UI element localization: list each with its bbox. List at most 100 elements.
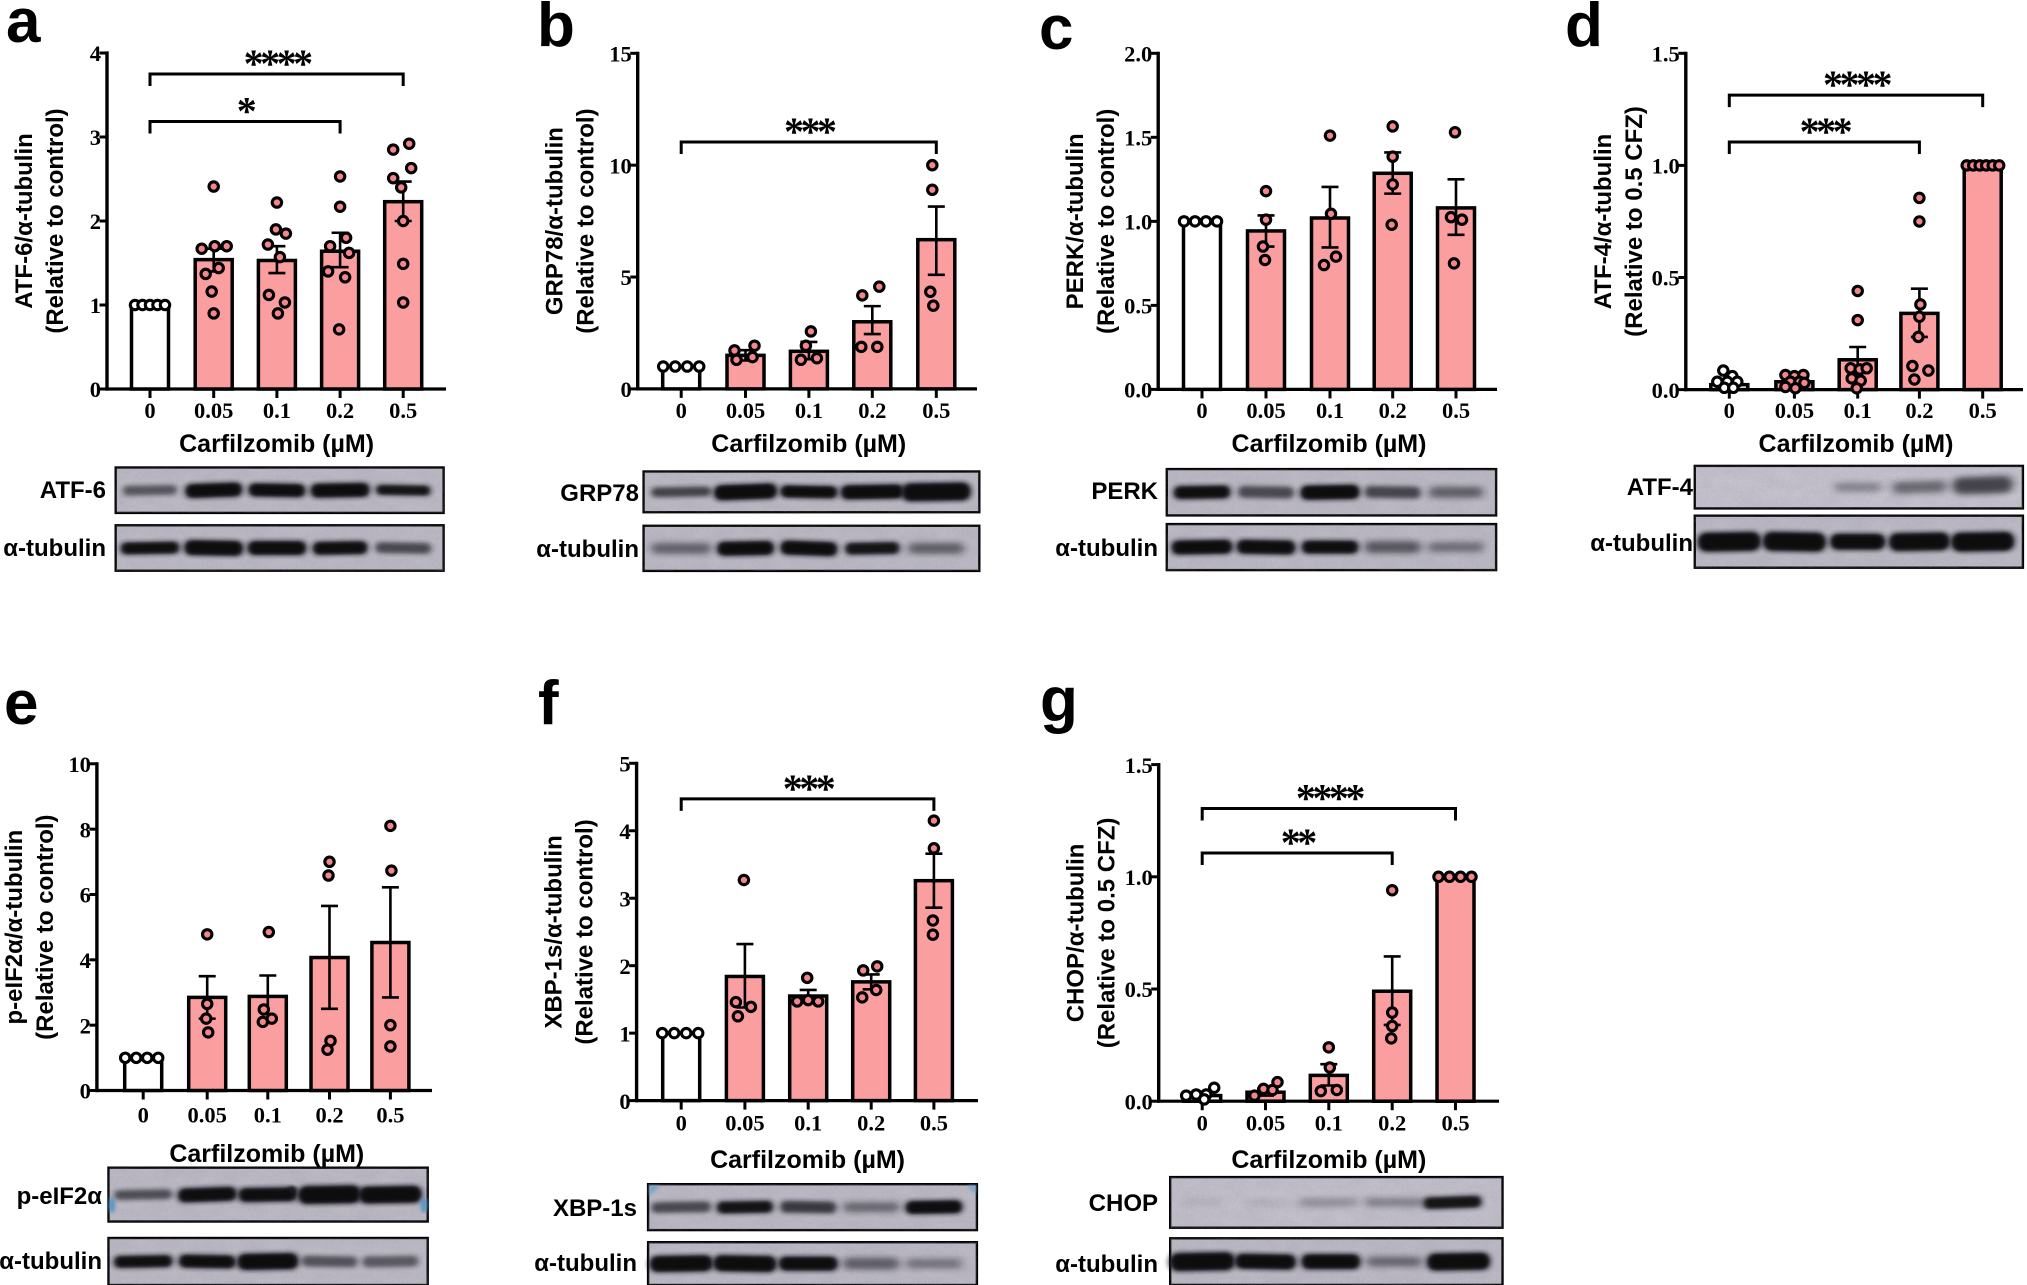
- svg-text:*: *: [237, 89, 256, 134]
- svg-text:0: 0: [80, 1079, 91, 1104]
- svg-text:0.1: 0.1: [1844, 398, 1872, 423]
- svg-text:0.2: 0.2: [1378, 1111, 1406, 1136]
- svg-text:****: ****: [1296, 776, 1365, 821]
- svg-text:15: 15: [609, 42, 632, 67]
- svg-text:Carfilzomib (µM): Carfilzomib (µM): [1232, 430, 1427, 458]
- svg-text:p-eIF2α: p-eIF2α: [17, 1183, 103, 1210]
- svg-text:0.2: 0.2: [315, 1102, 343, 1127]
- svg-text:(Relative to control): (Relative to control): [42, 108, 69, 333]
- svg-text:α-tubulin: α-tubulin: [1055, 535, 1158, 562]
- svg-text:0.05: 0.05: [1775, 398, 1814, 423]
- svg-text:2: 2: [90, 209, 101, 234]
- svg-text:0.1: 0.1: [254, 1102, 282, 1127]
- svg-text:1.0: 1.0: [1652, 154, 1680, 179]
- svg-text:CHOP/α-tubulin: CHOP/α-tubulin: [1063, 844, 1090, 1023]
- svg-text:4: 4: [80, 948, 91, 973]
- svg-text:PERK: PERK: [1091, 478, 1158, 505]
- svg-text:PERK/α-tubulin: PERK/α-tubulin: [1062, 133, 1089, 309]
- svg-text:2.0: 2.0: [1124, 42, 1152, 67]
- svg-text:0: 0: [1724, 398, 1735, 423]
- svg-text:ATF-6/α-tubulin: ATF-6/α-tubulin: [11, 133, 38, 309]
- svg-text:2: 2: [80, 1013, 91, 1038]
- svg-text:0.2: 0.2: [857, 1111, 885, 1136]
- svg-text:0.05: 0.05: [194, 398, 233, 423]
- svg-text:d: d: [1565, 0, 1603, 60]
- svg-text:10: 10: [609, 153, 632, 178]
- svg-text:1.5: 1.5: [1125, 753, 1153, 778]
- svg-text:0: 0: [90, 377, 101, 402]
- svg-text:1: 1: [90, 293, 101, 318]
- svg-text:0.1: 0.1: [263, 398, 291, 423]
- svg-text:CHOP: CHOP: [1089, 1190, 1158, 1217]
- svg-text:e: e: [4, 669, 38, 738]
- svg-text:0.05: 0.05: [1246, 398, 1285, 423]
- svg-text:0.2: 0.2: [1379, 398, 1407, 423]
- svg-text:3: 3: [619, 886, 630, 911]
- svg-text:0: 0: [620, 377, 631, 402]
- svg-text:α-tubulin: α-tubulin: [0, 1248, 102, 1275]
- svg-text:10: 10: [68, 752, 91, 777]
- svg-text:Carfilzomib (µM): Carfilzomib (µM): [1231, 1146, 1426, 1174]
- svg-text:3: 3: [90, 125, 101, 150]
- svg-text:6: 6: [80, 883, 91, 908]
- svg-text:GRP78/α-tubulin: GRP78/α-tubulin: [542, 127, 569, 315]
- svg-text:XBP-1s: XBP-1s: [553, 1195, 637, 1222]
- svg-text:0.2: 0.2: [858, 398, 886, 423]
- svg-text:α-tubulin: α-tubulin: [1055, 1251, 1158, 1278]
- svg-text:4: 4: [90, 41, 101, 66]
- svg-text:(Relative to control): (Relative to control): [1093, 109, 1120, 334]
- svg-text:1.0: 1.0: [1125, 865, 1153, 890]
- svg-text:0.2: 0.2: [1905, 398, 1933, 423]
- svg-text:(Relative to control): (Relative to control): [572, 819, 599, 1044]
- svg-text:1.5: 1.5: [1124, 126, 1152, 151]
- svg-text:5: 5: [619, 752, 630, 777]
- svg-text:a: a: [6, 0, 41, 56]
- svg-text:0: 0: [1197, 1111, 1208, 1136]
- svg-text:0.0: 0.0: [1125, 1089, 1153, 1114]
- svg-text:0.5: 0.5: [389, 398, 417, 423]
- svg-text:1.0: 1.0: [1124, 210, 1152, 235]
- svg-text:1.5: 1.5: [1652, 42, 1680, 67]
- svg-text:0.0: 0.0: [1124, 378, 1152, 403]
- svg-text:4: 4: [619, 819, 630, 844]
- svg-text:0.05: 0.05: [726, 398, 765, 423]
- svg-text:0.1: 0.1: [794, 1111, 822, 1136]
- svg-text:0.05: 0.05: [188, 1102, 227, 1127]
- svg-text:***: ***: [1800, 109, 1852, 154]
- svg-text:b: b: [537, 0, 575, 60]
- svg-text:0.5: 0.5: [922, 398, 950, 423]
- svg-text:ATF-4/α-tubulin: ATF-4/α-tubulin: [1590, 134, 1617, 310]
- svg-text:0: 0: [619, 1089, 630, 1114]
- svg-text:α-tubulin: α-tubulin: [536, 536, 639, 563]
- svg-text:0.5: 0.5: [1969, 398, 1997, 423]
- svg-text:p-eIF2α/α-tubulin: p-eIF2α/α-tubulin: [1, 830, 28, 1025]
- svg-text:0: 0: [138, 1102, 149, 1127]
- svg-text:Carfilzomib (µM): Carfilzomib (µM): [169, 1140, 364, 1168]
- svg-text:ATF-4: ATF-4: [1627, 474, 1694, 501]
- svg-text:0.5: 0.5: [1124, 294, 1152, 319]
- svg-text:0.5: 0.5: [1125, 977, 1153, 1002]
- svg-text:0: 0: [144, 398, 155, 423]
- svg-text:Carfilzomib (µM): Carfilzomib (µM): [710, 1146, 905, 1174]
- svg-text:Carfilzomib (µM): Carfilzomib (µM): [179, 430, 374, 458]
- svg-text:XBP-1s/α-tubulin: XBP-1s/α-tubulin: [541, 835, 568, 1028]
- svg-text:0.5: 0.5: [920, 1111, 948, 1136]
- svg-text:0: 0: [1196, 398, 1207, 423]
- svg-text:0.5: 0.5: [1441, 1111, 1469, 1136]
- svg-text:5: 5: [620, 265, 631, 290]
- svg-text:α-tubulin: α-tubulin: [534, 1250, 637, 1277]
- svg-text:0.1: 0.1: [1316, 398, 1344, 423]
- svg-text:0: 0: [676, 398, 687, 423]
- svg-text:0.5: 0.5: [376, 1102, 404, 1127]
- svg-text:**: **: [1281, 820, 1317, 865]
- svg-text:***: ***: [783, 766, 835, 811]
- svg-text:ATF-6: ATF-6: [40, 477, 106, 504]
- svg-text:****: ****: [244, 41, 313, 86]
- svg-text:2: 2: [619, 954, 630, 979]
- svg-text:0.05: 0.05: [725, 1111, 764, 1136]
- svg-text:GRP78: GRP78: [560, 480, 639, 507]
- svg-text:0.1: 0.1: [795, 398, 823, 423]
- svg-text:α-tubulin: α-tubulin: [3, 535, 106, 562]
- svg-text:(Relative to control): (Relative to control): [573, 108, 600, 333]
- svg-text:0.2: 0.2: [326, 398, 354, 423]
